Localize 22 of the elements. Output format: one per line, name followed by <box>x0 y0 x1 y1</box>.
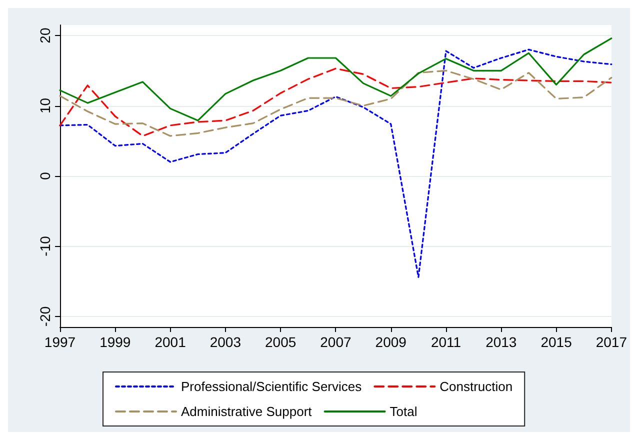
legend-label: Total <box>390 404 418 419</box>
legend-label: Professional/Scientific Services <box>181 379 362 394</box>
legend-label: Administrative Support <box>181 404 312 419</box>
x-tick-label: 2009 <box>375 334 407 350</box>
y-tick-label: 10 <box>37 98 53 114</box>
y-tick-label: -10 <box>37 236 53 256</box>
x-tick-label: 1999 <box>100 334 131 350</box>
x-tick-label: 2011 <box>430 334 462 350</box>
line-series <box>59 38 612 122</box>
legend-label: Construction <box>440 379 513 394</box>
x-tick-label: 2001 <box>154 334 186 350</box>
x-tick-label: 2017 <box>596 334 628 350</box>
x-tick-label: 2015 <box>540 334 572 350</box>
y-tick-label: 0 <box>37 172 53 180</box>
y-tick-label: 20 <box>37 28 53 44</box>
x-tick-label: 2005 <box>264 334 296 350</box>
y-tick-label: -20 <box>37 306 53 327</box>
x-tick-label: 2003 <box>210 334 242 350</box>
x-tick-label: 2013 <box>486 334 517 350</box>
x-tick-label: 1997 <box>44 334 76 350</box>
line-series <box>59 48 612 278</box>
x-tick-label: 2007 <box>320 334 352 350</box>
